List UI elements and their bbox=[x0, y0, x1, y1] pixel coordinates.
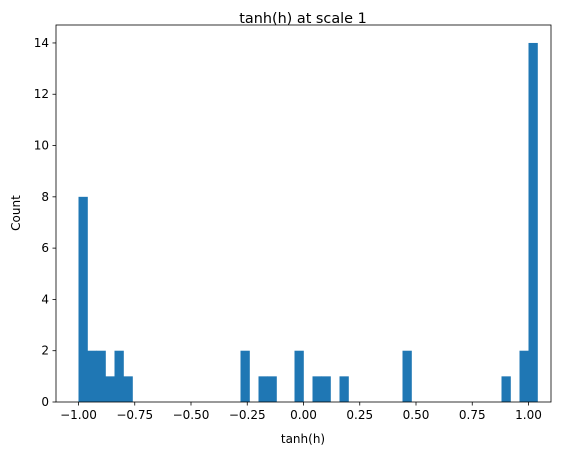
y-tick-label: 6 bbox=[41, 241, 49, 255]
chart-title: tanh(h) at scale 1 bbox=[239, 11, 366, 27]
x-tick-label: −0.75 bbox=[116, 408, 153, 422]
x-tick-label: 0.00 bbox=[290, 408, 317, 422]
y-tick-label: 2 bbox=[41, 344, 49, 358]
histogram-bar bbox=[402, 350, 412, 402]
histogram-bar bbox=[267, 376, 277, 402]
x-tick-label: 0.75 bbox=[459, 408, 486, 422]
x-tick-label: −0.25 bbox=[229, 408, 266, 422]
histogram-bar bbox=[78, 196, 88, 402]
x-tick-label: −1.00 bbox=[60, 408, 97, 422]
x-tick-label: 1.00 bbox=[515, 408, 542, 422]
histogram-bar bbox=[321, 376, 331, 402]
histogram-bar bbox=[519, 350, 529, 402]
y-tick-label: 10 bbox=[34, 139, 49, 153]
histogram-bar bbox=[105, 376, 115, 402]
histogram-bar bbox=[240, 350, 250, 402]
y-axis-label: Count bbox=[9, 195, 23, 231]
histogram-bar bbox=[501, 376, 511, 402]
histogram-bar bbox=[312, 376, 322, 402]
y-tick-label: 12 bbox=[34, 87, 49, 101]
y-tick-label: 14 bbox=[34, 36, 49, 50]
histogram-bar bbox=[123, 376, 133, 402]
y-tick-label: 8 bbox=[41, 190, 49, 204]
x-tick-label: 0.50 bbox=[403, 408, 430, 422]
plot-frame bbox=[55, 24, 552, 403]
histogram-bar bbox=[528, 42, 538, 402]
x-tick-label: −0.50 bbox=[173, 408, 210, 422]
y-tick-label: 0 bbox=[41, 395, 49, 409]
histogram-bar bbox=[294, 350, 304, 402]
y-tick-label: 4 bbox=[41, 292, 49, 306]
y-axis-ticks: 0 2 4 6 8 10 12 14 bbox=[34, 36, 56, 409]
x-axis-ticks: −1.00 −0.75 −0.50 −0.25 0.00 0.25 0.50 0.75 1.00 bbox=[60, 402, 542, 422]
histogram-bar bbox=[339, 376, 349, 402]
histogram-bar bbox=[114, 350, 124, 402]
bars-group bbox=[78, 42, 538, 402]
x-axis-label: tanh(h) bbox=[281, 432, 325, 446]
histogram-bar bbox=[87, 350, 97, 402]
x-tick-label: 0.25 bbox=[346, 408, 373, 422]
histogram-bar bbox=[96, 350, 106, 402]
histogram-bar bbox=[258, 376, 268, 402]
